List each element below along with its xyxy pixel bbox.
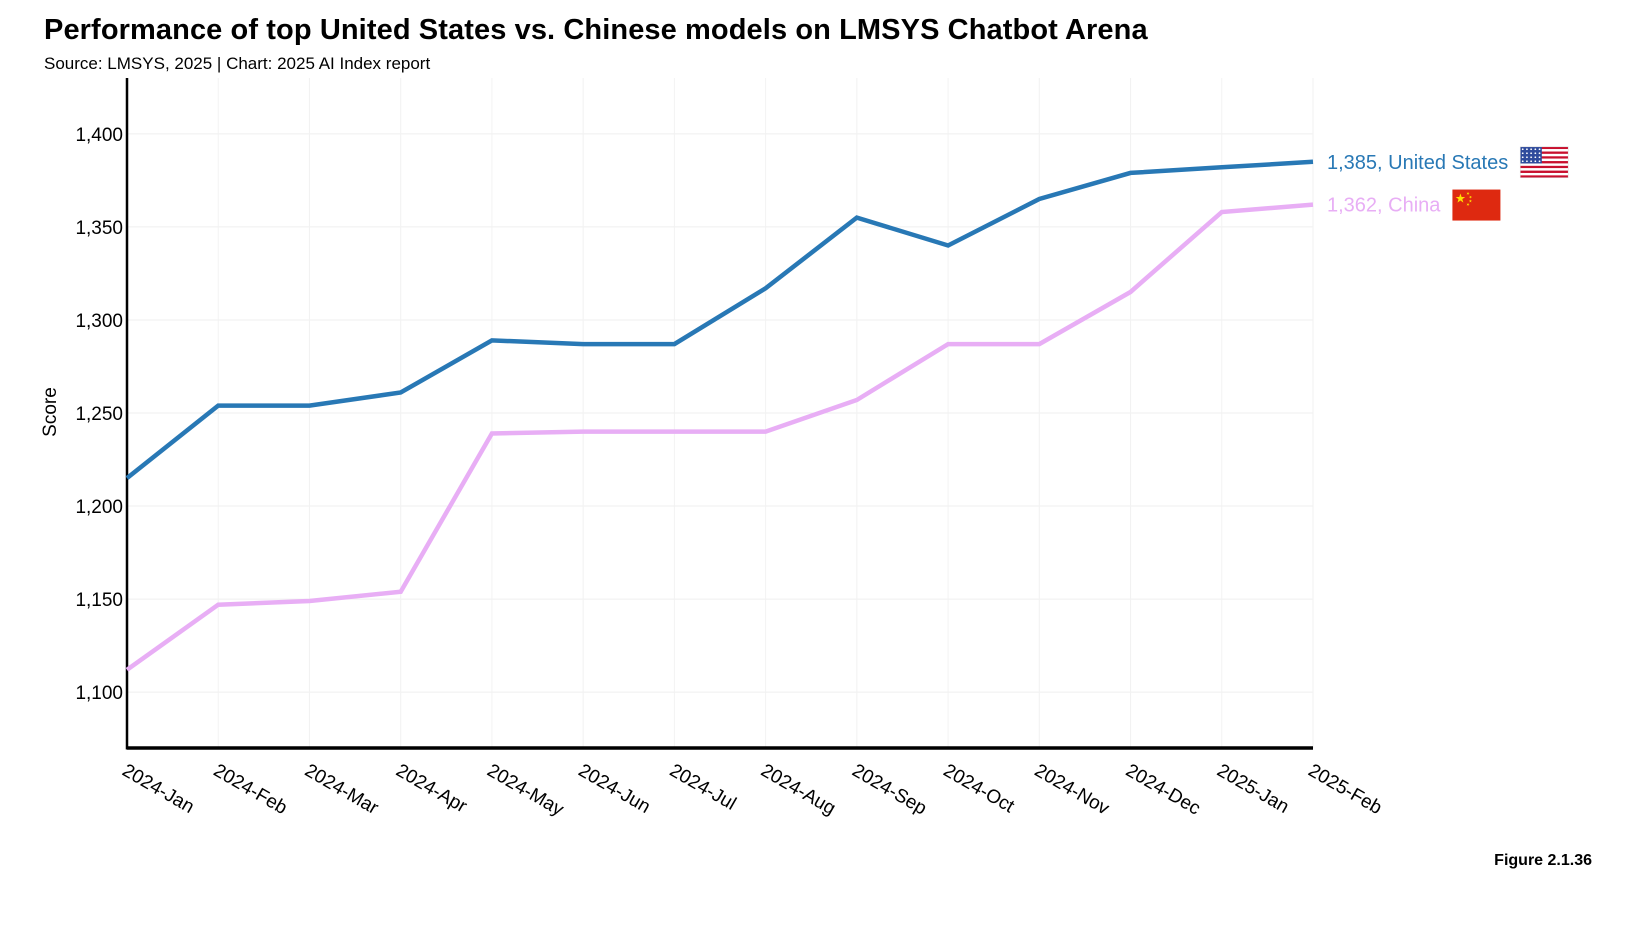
flag-star: [1538, 156, 1541, 159]
y-tick-label: 1,100: [75, 683, 123, 704]
y-tick-label: 1,350: [75, 218, 123, 239]
x-tick-label: 2024-Dec: [1122, 760, 1204, 819]
series-line-united-states: [125, 159, 1314, 480]
chart-title: Performance of top United States vs. Chi…: [44, 14, 1148, 46]
flag-canton: [1520, 146, 1542, 164]
series-lines: [125, 159, 1314, 672]
flag-star: [1521, 160, 1524, 163]
x-tick-label: 2025-Feb: [1305, 760, 1386, 819]
flag-star: [1526, 160, 1528, 163]
flag-stripe: [1520, 175, 1569, 178]
flag-stripe: [1520, 163, 1569, 166]
chart-subtitle: Source: LMSYS, 2025 | Chart: 2025 AI Ind…: [44, 54, 431, 73]
flag-star: [1526, 152, 1528, 155]
flag-stripe: [1520, 161, 1569, 164]
series-end-label: 1,362, China: [1327, 195, 1441, 217]
flag-star: [1530, 160, 1533, 163]
x-axis-ticks: 2024-Jan 2024-Feb 2024-Mar 2024-Apr 2024-May…: [119, 760, 1386, 821]
flag-star: [1526, 156, 1528, 159]
series-line-china: [125, 202, 1314, 672]
flag-star: [1468, 195, 1472, 199]
flag-star: [1466, 192, 1470, 196]
axes: [125, 78, 1313, 750]
flag-star: [1534, 160, 1537, 163]
flag-star: [1466, 203, 1470, 207]
y-tick-label: 1,200: [75, 497, 123, 518]
flag-stripe: [1520, 151, 1569, 154]
y-tick-label: 1,400: [75, 125, 123, 146]
flag-star: [1468, 199, 1472, 203]
x-tick-label: 2024-May: [483, 760, 567, 821]
x-tick-label: 2024-Apr: [392, 760, 471, 818]
flag-stripe: [1520, 153, 1569, 157]
flag-stripe: [1520, 158, 1569, 162]
x-tick-label: 2024-Nov: [1031, 760, 1113, 820]
y-tick-label: 1,150: [75, 590, 123, 611]
flag-star: [1521, 152, 1524, 155]
flag-stripe: [1520, 170, 1569, 173]
china-flag-icon: [1452, 189, 1501, 221]
flag-stripe: [1520, 156, 1569, 159]
flag-stripe: [1520, 168, 1569, 171]
flag-star: [1526, 148, 1528, 151]
x-tick-label: 2024-Oct: [940, 760, 1019, 818]
x-tick-label: 2024-Jul: [666, 760, 740, 815]
flag-star: [1455, 193, 1466, 203]
flag-star: [1534, 152, 1537, 155]
y-tick-label: 1,300: [75, 311, 123, 332]
gridlines: [126, 78, 1314, 748]
flag-star: [1521, 148, 1524, 151]
flag-star: [1530, 156, 1533, 159]
flag-star: [1530, 152, 1533, 155]
flag-star: [1538, 160, 1541, 163]
flag-stripe: [1520, 146, 1569, 150]
flag-stripe: [1520, 165, 1569, 169]
x-tick-label: 2024-Jun: [575, 760, 654, 818]
figure-label: Figure 2.1.36: [1494, 852, 1592, 869]
series-end-label: 1,385, United States: [1327, 152, 1508, 174]
flag-star: [1538, 148, 1541, 151]
flag-border: [1519, 146, 1569, 179]
y-axis-title: Score: [40, 387, 61, 437]
flag-stripe: [1520, 172, 1569, 176]
y-axis-ticks: 1,100 1,150 1,200 1,250 1,300 1,350 1,400: [75, 125, 123, 704]
flag-field: [1452, 189, 1501, 221]
x-tick-label: 2024-Jan: [119, 760, 198, 818]
x-tick-label: 2024-Aug: [757, 760, 839, 819]
flag-stripe: [1520, 149, 1569, 152]
flag-star: [1538, 152, 1541, 155]
x-tick-label: 2024-Sep: [848, 760, 930, 819]
flag-star: [1534, 148, 1537, 151]
x-tick-label: 2024-Mar: [301, 760, 383, 819]
x-tick-label: 2025-Jan: [1213, 760, 1292, 818]
x-tick-label: 2024-Feb: [210, 760, 291, 819]
flag-star: [1534, 156, 1537, 159]
us-flag-icon: [1519, 146, 1569, 181]
series-end-labels: 1,385, United States 1,362, China: [1327, 146, 1569, 221]
flag-stripe: [1520, 177, 1569, 181]
flag-star: [1521, 156, 1524, 159]
flag-star: [1530, 148, 1533, 151]
y-tick-label: 1,250: [75, 404, 123, 425]
